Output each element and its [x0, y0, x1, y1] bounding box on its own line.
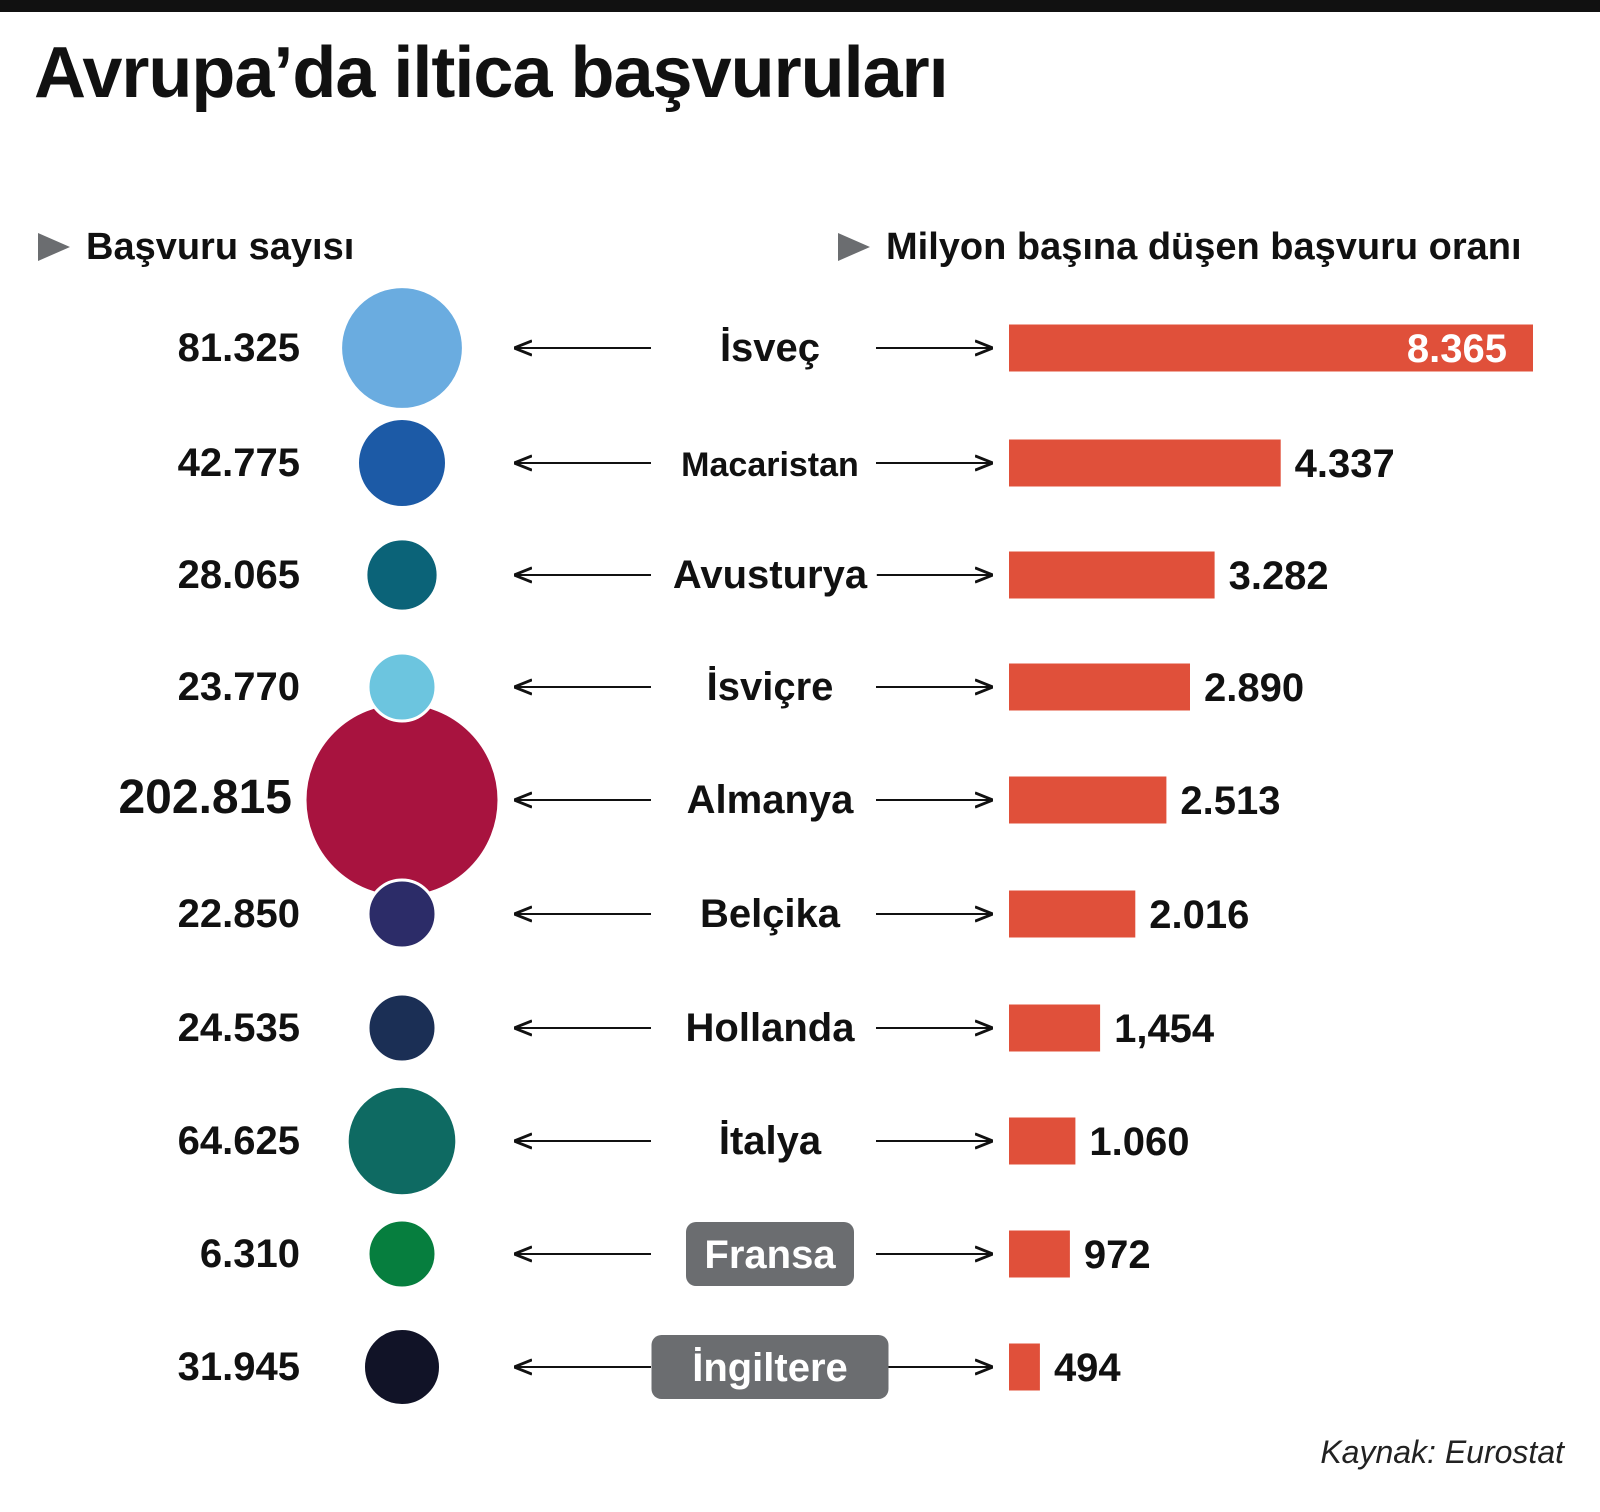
- rate-label: 494: [1054, 1346, 1121, 1390]
- rate-bar: [1009, 551, 1215, 599]
- count-circle: [303, 701, 501, 899]
- rate-bar: [1009, 1343, 1040, 1391]
- source-note: Kaynak: Eurostat: [1320, 1434, 1564, 1470]
- count-label: 6.310: [200, 1232, 300, 1276]
- country-label: İtalya: [719, 1119, 822, 1163]
- country-label: İsviçre: [707, 665, 834, 709]
- rate-bar: [1009, 890, 1136, 938]
- country-label-backing: [685, 888, 855, 940]
- country-label: Macaristan: [681, 446, 859, 484]
- count-label: 64.625: [178, 1119, 300, 1163]
- right-header-label: Milyon başına düşen başvuru oranı: [886, 225, 1522, 268]
- country-label: Hollanda: [686, 1006, 856, 1050]
- country-label-backing: [674, 1002, 866, 1054]
- left-section-header: Başvuru sayısı: [38, 222, 354, 272]
- country-label-backing: [708, 322, 832, 374]
- country-label: Belçika: [700, 892, 841, 936]
- rate-label: 1.060: [1089, 1120, 1189, 1164]
- count-circle: [366, 1218, 438, 1290]
- chart-title: Avrupa’da iltica başvuruları: [34, 33, 949, 113]
- rate-label: 1,454: [1114, 1007, 1215, 1051]
- right-section-header: Milyon başına düşen başvuru oranı: [838, 222, 1522, 272]
- count-label: 31.945: [178, 1345, 300, 1389]
- count-circle: [362, 1327, 442, 1407]
- count-label: 81.325: [178, 326, 300, 370]
- country-label-backing: [668, 437, 872, 489]
- count-label: 28.065: [178, 553, 300, 597]
- country-label: Fransa: [704, 1233, 836, 1277]
- count-circle: [345, 1084, 459, 1198]
- rate-bar: [1009, 1004, 1101, 1052]
- country-label-backing: [696, 1115, 844, 1167]
- country-label: Avusturya: [673, 553, 868, 597]
- triangle-marker-icon: [838, 233, 870, 261]
- rate-bar: [1009, 663, 1190, 711]
- count-circle: [356, 417, 448, 509]
- top-rule: [0, 0, 1600, 12]
- country-label: İngiltere: [692, 1346, 848, 1390]
- count-circle: [339, 285, 465, 411]
- count-label: 202.815: [118, 771, 292, 824]
- country-label: Almanya: [687, 778, 854, 822]
- count-label: 24.535: [178, 1006, 300, 1050]
- rate-label: 2.890: [1204, 666, 1304, 710]
- country-label-backing: [685, 774, 855, 826]
- rate-bar: [1009, 439, 1281, 487]
- count-circle: [366, 878, 438, 950]
- country-label: İsveç: [720, 326, 820, 370]
- rate-label: 2.513: [1180, 779, 1280, 823]
- rate-label: 4.337: [1295, 442, 1395, 486]
- count-circle: [366, 651, 438, 723]
- triangle-marker-icon: [38, 233, 70, 261]
- count-label: 42.775: [178, 441, 300, 485]
- count-circle: [364, 537, 440, 613]
- country-label-backing: [685, 661, 855, 713]
- rate-bar: [1009, 324, 1533, 372]
- country-label-box: [686, 1222, 854, 1286]
- rate-bar: [1009, 1230, 1070, 1278]
- count-label: 23.770: [178, 665, 300, 709]
- rate-label: 2.016: [1149, 893, 1249, 937]
- left-header-label: Başvuru sayısı: [86, 225, 355, 268]
- country-label-backing: [663, 549, 877, 601]
- rate-bar: [1009, 1117, 1076, 1165]
- count-circle: [366, 992, 438, 1064]
- count-label: 22.850: [178, 892, 300, 936]
- rate-label: 8.365: [1407, 327, 1507, 371]
- rate-bar: [1009, 776, 1167, 824]
- rate-label: 3.282: [1229, 554, 1329, 598]
- rate-label: 972: [1084, 1233, 1151, 1277]
- country-label-box: [651, 1335, 889, 1399]
